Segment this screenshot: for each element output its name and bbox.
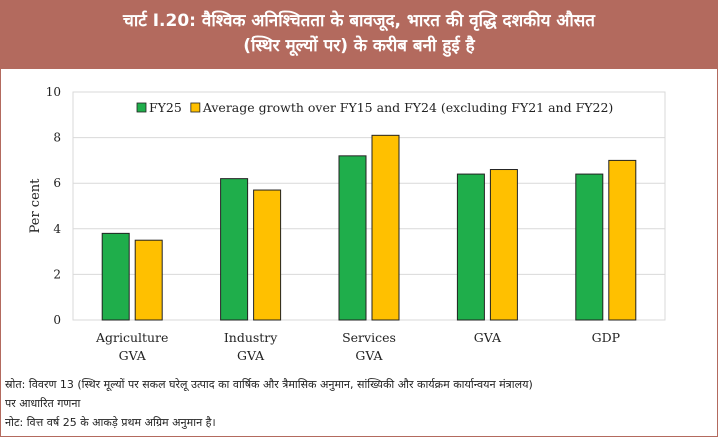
legend-swatch bbox=[136, 102, 147, 113]
grid-lines bbox=[72, 91, 666, 321]
source-text-line-2: पर आधारित गणना bbox=[5, 397, 81, 410]
y-axis-label: Per cent bbox=[28, 178, 43, 234]
source-notes: स्रोत: विवरण 13 (स्थिर मूल्यों पर सकल घर… bbox=[5, 375, 713, 432]
bar-fy25 bbox=[101, 232, 130, 321]
bar-average bbox=[608, 159, 637, 321]
chart-title-line-1: चार्ट I.20: वैश्विक अनिश्चितता के बावजूद… bbox=[123, 11, 595, 31]
x-category-label: Agriculture bbox=[95, 330, 169, 345]
x-category-label: GDP bbox=[592, 330, 620, 345]
y-tick-label: 10 bbox=[46, 85, 61, 99]
y-tick-label: 2 bbox=[53, 267, 61, 281]
legend-swatch bbox=[190, 102, 201, 113]
bars bbox=[101, 134, 637, 321]
chart-title-line-2: (स्थिर मूल्यों पर) के करीब बनी हुई है bbox=[243, 36, 475, 56]
y-tick-label: 6 bbox=[53, 176, 61, 190]
bar-fy25 bbox=[575, 173, 604, 321]
bar-chart: 0 2 4 6 8 10 Per cent Agriculture GVA Industry GVA… bbox=[28, 85, 666, 363]
title-band: चार्ट I.20: वैश्विक अनिश्चितता के बावजूद… bbox=[1, 1, 717, 69]
x-category-label: Services bbox=[342, 330, 396, 345]
y-tick-label: 0 bbox=[53, 313, 61, 327]
legend: FY25 Average growth over FY15 and FY24 (e… bbox=[136, 100, 613, 115]
bar-fy25 bbox=[220, 178, 249, 321]
bar-average bbox=[489, 169, 518, 321]
x-category-label: Industry bbox=[224, 330, 278, 345]
source-text-line-1: स्रोत: विवरण 13 (स्थिर मूल्यों पर सकल घर… bbox=[5, 378, 533, 391]
x-category-label: GVA bbox=[237, 348, 265, 363]
legend-label: FY25 bbox=[149, 100, 182, 115]
axes: 0 2 4 6 8 10 Per cent Agriculture GVA Industry GVA… bbox=[28, 85, 620, 363]
y-tick-label: 4 bbox=[53, 222, 61, 236]
x-category-label: GVA bbox=[355, 348, 383, 363]
bar-average bbox=[134, 239, 163, 321]
x-category-label: GVA bbox=[119, 348, 147, 363]
legend-label: Average growth over FY15 and FY24 (exclu… bbox=[202, 100, 613, 115]
note-text: नोट: वित्त वर्ष 25 के आकड़े प्रथम अग्रिम… bbox=[5, 416, 216, 429]
x-category-label: GVA bbox=[474, 330, 502, 345]
bar-average bbox=[371, 134, 400, 321]
y-tick-label: 8 bbox=[53, 131, 61, 145]
bar-fy25 bbox=[456, 173, 485, 321]
bar-average bbox=[253, 189, 282, 321]
bar-fy25 bbox=[338, 155, 367, 321]
